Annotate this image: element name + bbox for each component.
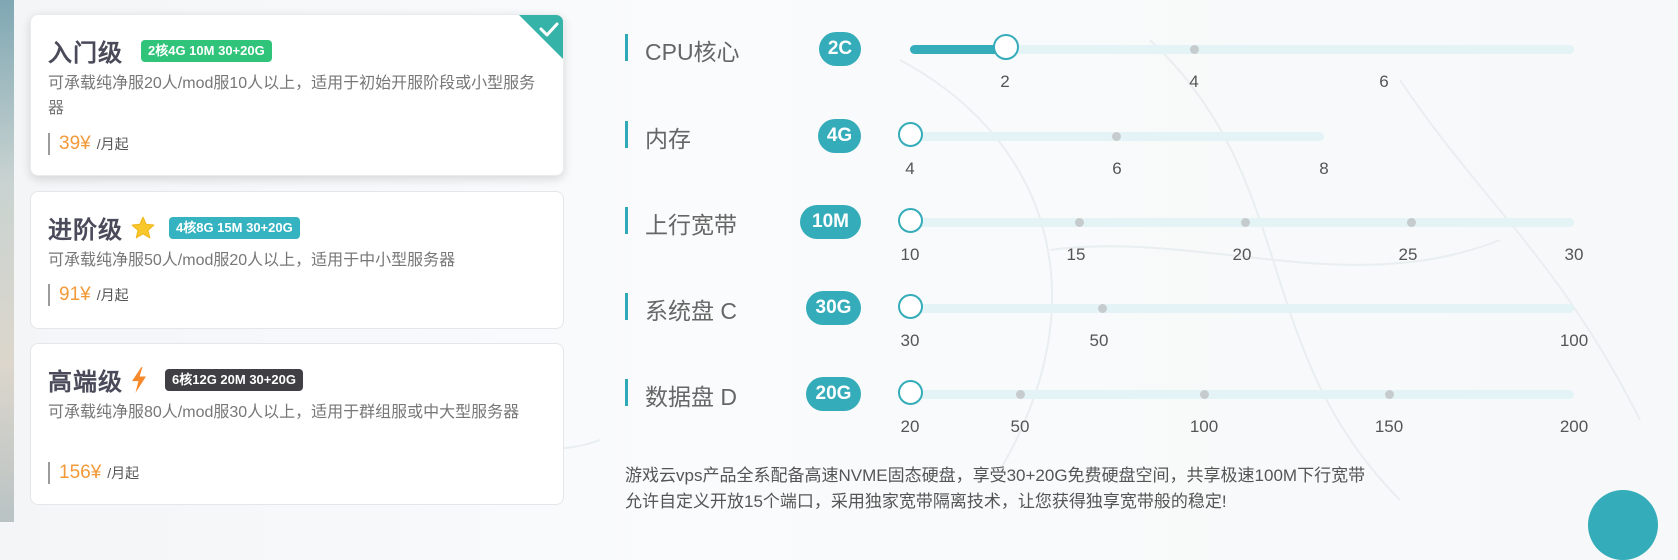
selected-check-icon (519, 15, 563, 59)
slider-tick-label: 200 (1559, 417, 1589, 436)
slider-stop-dot[interactable] (1407, 218, 1416, 227)
slider-stop-dot[interactable] (1112, 132, 1121, 141)
spec-accent-bar (625, 121, 628, 148)
spec-label: 上行宽带 (645, 212, 737, 238)
slider-tick-label: 10 (900, 245, 920, 264)
plan-card-entry[interactable]: 入门级 2核4G 10M 30+20G 可承载纯净服20人/mod服10人以上，… (30, 14, 564, 176)
price-value: 156¥ (59, 462, 102, 483)
plan-spec-badge: 4核8G 15M 30+20G (169, 216, 300, 239)
spec-label: 系统盘 C (645, 298, 737, 324)
price-unit: /月起 (107, 465, 140, 481)
slider-stop-dot[interactable] (1098, 304, 1107, 313)
slider-tick-label: 30 (900, 331, 920, 350)
slider-stop-dot[interactable] (1241, 218, 1250, 227)
plan-price: 39¥ /月起 (48, 133, 129, 155)
spec-row-bandwidth: 上行宽带 10M 10 15 20 25 30 (625, 197, 1645, 264)
slider-tick-label: 20 (1232, 245, 1252, 264)
chat-bubble-button[interactable] (1588, 490, 1658, 560)
spec-label: CPU核心 (645, 39, 740, 65)
plan-description: 可承载纯净服20人/mod服10人以上，适用于初始开服阶段或小型服务器 (48, 75, 536, 117)
plan-description: 可承载纯净服50人/mod服20人以上，适用于中小型服务器 (48, 252, 456, 269)
spec-row-cpu: CPU核心 2C 2 4 6 (625, 24, 1645, 91)
slider-tick-label: 100 (1559, 331, 1589, 350)
background-edge-image (0, 0, 14, 522)
price-unit: /月起 (96, 136, 129, 152)
price-value: 91¥ (59, 284, 91, 305)
spec-value-pill: 10M (800, 205, 861, 239)
slider-stop-dot[interactable] (1075, 218, 1084, 227)
plan-spec-badge: 2核4G 10M 30+20G (141, 39, 272, 62)
price-value: 39¥ (59, 133, 91, 154)
product-note-line-2: 允许自定义开放15个端口，采用独家宽带隔离技术，让您获得独享宽带般的稳定! (625, 492, 1227, 511)
slider-tick-label: 25 (1398, 245, 1418, 264)
slider-tick-label: 30 (1564, 245, 1584, 264)
slider-tick-label: 8 (1319, 159, 1329, 178)
slider-stop-dot[interactable] (1016, 390, 1025, 399)
slider-stop-dot[interactable] (1190, 45, 1199, 54)
spec-row-memory: 内存 4G 4 6 8 (625, 111, 1645, 178)
slider-handle[interactable] (898, 294, 923, 319)
lightning-icon (129, 366, 149, 394)
slider-tick-label: 6 (1112, 159, 1122, 178)
spec-row-data-disk: 数据盘 D 20G 20 50 100 150 200 (625, 369, 1645, 436)
slider-tick-label: 100 (1189, 417, 1219, 436)
slider-tick-label: 50 (1089, 331, 1109, 350)
spec-accent-bar (625, 207, 628, 234)
spec-value-pill: 30G (806, 291, 861, 325)
plan-name: 入门级 (48, 40, 123, 67)
slider-handle[interactable] (898, 208, 923, 233)
product-note-line-1: 游戏云vps产品全系配备高速NVME固态硬盘，享受30+20G免费硬盘空间，共享… (625, 466, 1366, 485)
plan-price: 91¥ /月起 (48, 284, 129, 306)
spec-accent-bar (625, 34, 628, 61)
plan-card-advanced[interactable]: 进阶级 4核8G 15M 30+20G 可承载纯净服50人/mod服20人以上，… (30, 191, 564, 329)
spec-accent-bar (625, 379, 628, 406)
spec-accent-bar (625, 293, 628, 320)
slider-tick-label: 4 (905, 159, 915, 178)
slider-track[interactable] (900, 390, 1574, 399)
slider-handle[interactable] (898, 380, 923, 405)
plan-name: 高端级 (48, 369, 123, 396)
slider-stop-dot[interactable] (1200, 390, 1209, 399)
slider-track[interactable] (900, 218, 1574, 227)
slider-tick-label: 15 (1066, 245, 1086, 264)
slider-fill (910, 45, 1005, 54)
slider-tick-label: 2 (1000, 72, 1010, 91)
slider-tick-label: 50 (1010, 417, 1030, 436)
plan-description: 可承载纯净服80人/mod服30人以上，适用于群组服或中大型服务器 (48, 404, 520, 421)
spec-value-pill: 4G (818, 119, 861, 153)
slider-track[interactable] (910, 45, 1574, 54)
spec-row-system-disk: 系统盘 C 30G 30 50 100 (625, 283, 1645, 350)
slider-tick-label: 4 (1189, 72, 1199, 91)
plan-spec-badge: 6核12G 20M 30+20G (165, 368, 303, 391)
slider-tick-label: 150 (1374, 417, 1404, 436)
slider-tick-label: 20 (900, 417, 920, 436)
spec-label: 内存 (645, 126, 691, 152)
spec-value-pill: 20G (806, 377, 861, 411)
slider-tick-label: 6 (1379, 72, 1389, 91)
slider-stop-dot[interactable] (1385, 390, 1394, 399)
spec-value-pill: 2C (819, 32, 861, 66)
slider-track[interactable] (900, 304, 1574, 313)
spec-label: 数据盘 D (645, 384, 737, 410)
star-icon (129, 215, 157, 241)
price-unit: /月起 (96, 287, 129, 303)
plan-card-premium[interactable]: 高端级 6核12G 20M 30+20G 可承载纯净服80人/mod服30人以上… (30, 343, 564, 505)
slider-handle[interactable] (993, 34, 1019, 60)
plan-price: 156¥ /月起 (48, 462, 139, 484)
slider-handle[interactable] (898, 122, 923, 147)
plan-name: 进阶级 (48, 217, 123, 244)
